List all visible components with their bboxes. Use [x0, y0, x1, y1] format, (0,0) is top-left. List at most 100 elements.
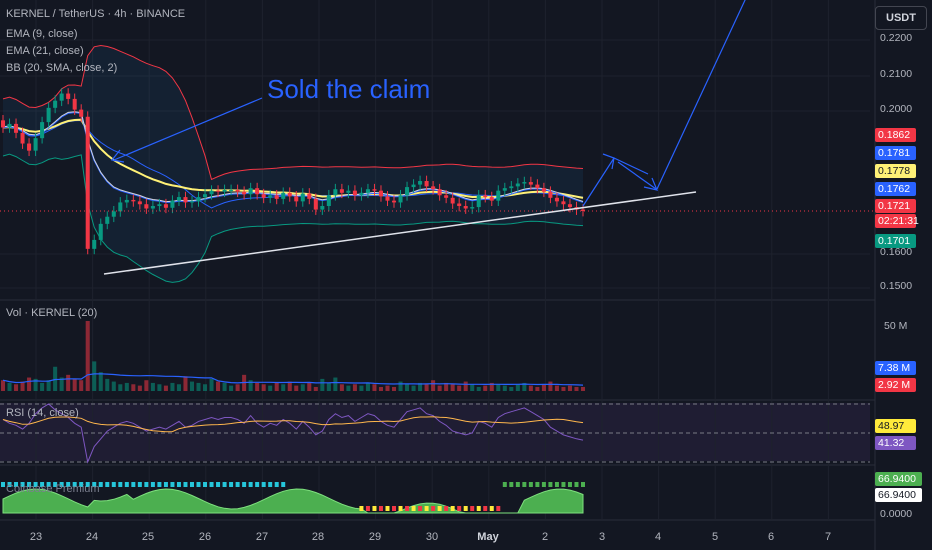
candle-body: [398, 195, 403, 203]
premium-marker: [424, 506, 429, 511]
volume-bar: [561, 386, 566, 391]
candle-body: [216, 190, 221, 192]
premium-marker: [365, 506, 370, 511]
candle-body: [300, 193, 305, 202]
candle-body: [242, 191, 247, 195]
candle-body: [294, 196, 299, 202]
premium-marker: [176, 482, 181, 487]
volume-bar: [176, 384, 181, 391]
volume-legend[interactable]: Vol · KERNEL (20): [6, 307, 98, 319]
candle-body: [255, 188, 260, 195]
premium-marker: [509, 482, 514, 487]
premium-legend[interactable]: Coinbase Premium: [6, 483, 100, 495]
premium-marker: [463, 506, 468, 511]
currency-button[interactable]: USDT: [875, 6, 927, 30]
volume-bar: [352, 384, 357, 391]
volume-bar: [248, 380, 253, 391]
volume-bar: [385, 385, 390, 391]
ema21-legend[interactable]: EMA (21, close): [6, 45, 84, 57]
candle-body: [528, 182, 533, 185]
volume-bar: [489, 382, 494, 391]
candle-body: [567, 204, 572, 208]
rsi-band: [0, 403, 870, 461]
volume-bar: [554, 385, 559, 391]
candle-body: [307, 193, 312, 199]
volume-bar: [20, 381, 25, 391]
bb-legend[interactable]: BB (20, SMA, close, 2): [6, 62, 118, 74]
volume-bar: [98, 372, 103, 391]
candle-body: [157, 204, 162, 207]
volume-bar: [53, 366, 58, 391]
premium-marker: [53, 482, 58, 487]
candle-body: [287, 192, 292, 197]
volume-bar: [281, 384, 286, 391]
volume-bar: [229, 385, 234, 391]
price-tick: 0.2200: [880, 32, 913, 44]
volume-bar: [157, 384, 162, 391]
last-price-badge: 0.1721: [875, 199, 916, 213]
candle-body: [7, 123, 12, 128]
premium-marker: [554, 482, 559, 487]
volume-bar: [46, 380, 51, 391]
volume-bar: [418, 382, 423, 391]
premium-marker: [418, 506, 423, 511]
volume-bar: [391, 386, 397, 391]
rsi-legend[interactable]: RSI (14, close): [6, 407, 79, 419]
volume-bar: [515, 384, 520, 391]
volume-bar: [92, 361, 97, 391]
candle-body: [463, 206, 468, 209]
candle-body: [268, 195, 273, 198]
premium-marker: [131, 482, 136, 487]
premium-marker: [268, 482, 273, 487]
candle-body: [385, 196, 390, 201]
volume-bar: [72, 378, 77, 391]
symbol-title[interactable]: KERNEL / TetherUS · 4h · BINANCE: [6, 8, 186, 20]
candle-body: [40, 122, 45, 139]
x-tick: 24: [85, 531, 99, 543]
bb-fill: [3, 45, 583, 283]
candle-body: [391, 200, 397, 203]
premium-marker: [183, 482, 188, 487]
premium-marker: [411, 506, 416, 511]
candle-body: [522, 182, 527, 184]
ema9-legend[interactable]: EMA (9, close): [6, 28, 78, 40]
candle-body: [352, 190, 357, 196]
volume-bar: [14, 384, 19, 391]
premium-marker: [20, 482, 25, 487]
candle-body: [176, 197, 181, 201]
premium-marker: [261, 482, 266, 487]
candle-body: [339, 189, 344, 193]
candle-body: [489, 197, 494, 201]
premium-marker: [235, 482, 240, 487]
premium-marker: [470, 506, 475, 511]
volume-bar: [235, 384, 240, 391]
bb-upper-price-badge: 0.1862: [875, 128, 916, 142]
bb-lower-price-badge: 0.1701: [875, 234, 916, 248]
candle-body: [274, 195, 279, 199]
candle-body: [105, 216, 110, 224]
candle-body: [424, 181, 429, 187]
premium-marker: [541, 482, 546, 487]
premium-marker: [359, 506, 364, 511]
candle-body: [189, 201, 195, 203]
support-trendline: [103, 191, 697, 275]
premium-marker: [528, 482, 533, 487]
volume-bar: [66, 374, 71, 391]
ema-overlay-line: [2, 111, 584, 203]
premium-marker: [385, 506, 390, 511]
volume-bar: [124, 382, 129, 391]
candle-body: [183, 197, 188, 203]
candle-body: [535, 184, 540, 189]
premium-marker: [189, 482, 194, 487]
volume-bar: [216, 381, 221, 391]
candle-body: [33, 138, 38, 151]
volume-bar: [502, 385, 507, 391]
candle-body: [411, 184, 416, 188]
candle-body: [320, 206, 325, 210]
premium-marker: [242, 482, 247, 487]
volume-bar: [85, 321, 90, 391]
candle-body: [209, 190, 214, 195]
price-tick: 0.2000: [880, 103, 913, 115]
volume-bar: [294, 385, 299, 391]
